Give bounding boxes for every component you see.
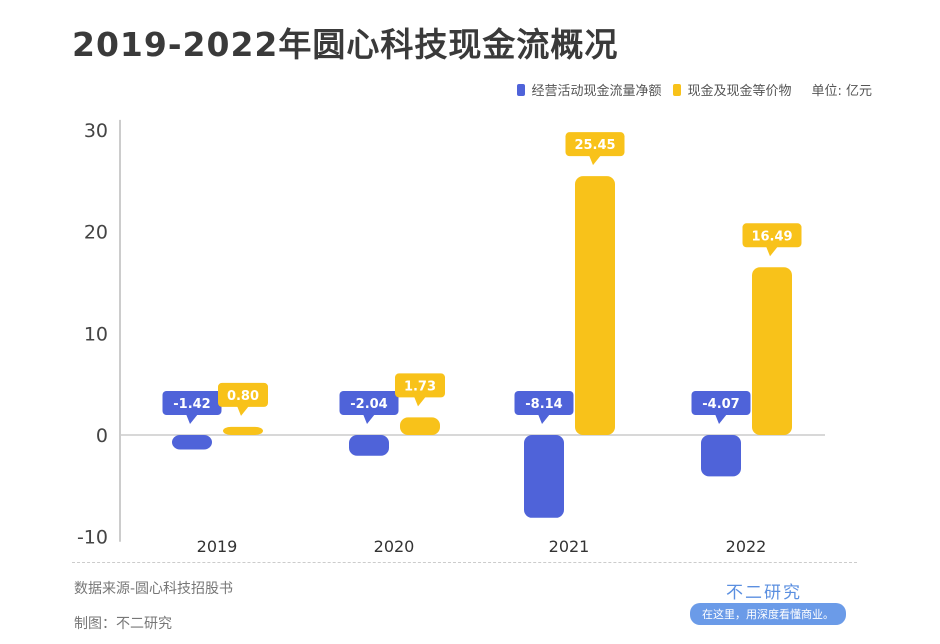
data-label-bubble xyxy=(565,132,625,157)
x-tick-label: 2019 xyxy=(197,537,238,556)
data-label-pointer xyxy=(538,414,550,424)
data-label-bubble xyxy=(691,391,751,415)
data-label: -4.07 xyxy=(702,397,739,412)
data-label-bubble xyxy=(514,391,574,415)
data-label: 1.73 xyxy=(404,379,436,394)
y-tick-label: 10 xyxy=(84,323,108,345)
bar-operating xyxy=(701,435,741,477)
bar-operating xyxy=(524,435,564,518)
data-label-bubble xyxy=(162,391,222,415)
brand-logo: 不二研究 xyxy=(726,583,802,603)
data-label-pointer xyxy=(414,396,426,407)
data-label-pointer xyxy=(237,405,249,416)
y-tick-label: 20 xyxy=(84,222,108,244)
data-label-pointer xyxy=(766,246,778,257)
chart-title: 2019-2022年圆心科技现金流概况 xyxy=(72,25,619,64)
bar-cash xyxy=(400,417,440,435)
bar-operating xyxy=(172,435,212,450)
data-label-pointer xyxy=(715,414,727,424)
bar-cash xyxy=(575,176,615,435)
data-label: -8.14 xyxy=(525,397,562,412)
x-tick-label: 2020 xyxy=(374,537,415,556)
bar-cash xyxy=(223,426,263,435)
x-tick-label: 2022 xyxy=(726,537,767,556)
data-label-bubble xyxy=(395,373,445,398)
legend: 经营活动现金流量净额 现金及现金等价物 单位: 亿元 xyxy=(517,80,872,99)
data-label: 16.49 xyxy=(751,229,792,244)
legend-label-operating: 经营活动现金流量净额 xyxy=(531,84,662,99)
bar-cash xyxy=(752,267,792,435)
x-tick-label: 2021 xyxy=(549,537,590,556)
data-label: 0.80 xyxy=(227,389,259,404)
data-label: -1.42 xyxy=(173,397,210,412)
data-label-pointer xyxy=(363,414,375,424)
y-tick-label: 30 xyxy=(84,120,108,142)
unit-label: 单位: 亿元 xyxy=(811,84,872,99)
brand-slogan: 在这里，用深度看懂商业。 xyxy=(690,603,846,625)
data-label-bubble xyxy=(742,223,802,248)
legend-swatch-blue xyxy=(517,83,526,96)
data-label-pointer xyxy=(186,414,198,424)
source-text: 数据来源-圆心科技招股书 xyxy=(74,581,234,597)
data-label-bubble xyxy=(339,391,399,415)
y-tick-label: -10 xyxy=(77,527,108,549)
data-label-bubble xyxy=(218,382,268,407)
legend-label-cash: 现金及现金等价物 xyxy=(687,84,792,99)
data-label: 25.45 xyxy=(574,138,615,153)
y-tick-label: 0 xyxy=(96,425,108,447)
data-label-pointer xyxy=(589,155,601,166)
divider xyxy=(72,562,857,563)
legend-swatch-yellow xyxy=(673,83,682,96)
maker-text: 制图：不二研究 xyxy=(74,616,172,632)
bar-operating xyxy=(349,435,389,456)
data-label: -2.04 xyxy=(350,397,387,412)
